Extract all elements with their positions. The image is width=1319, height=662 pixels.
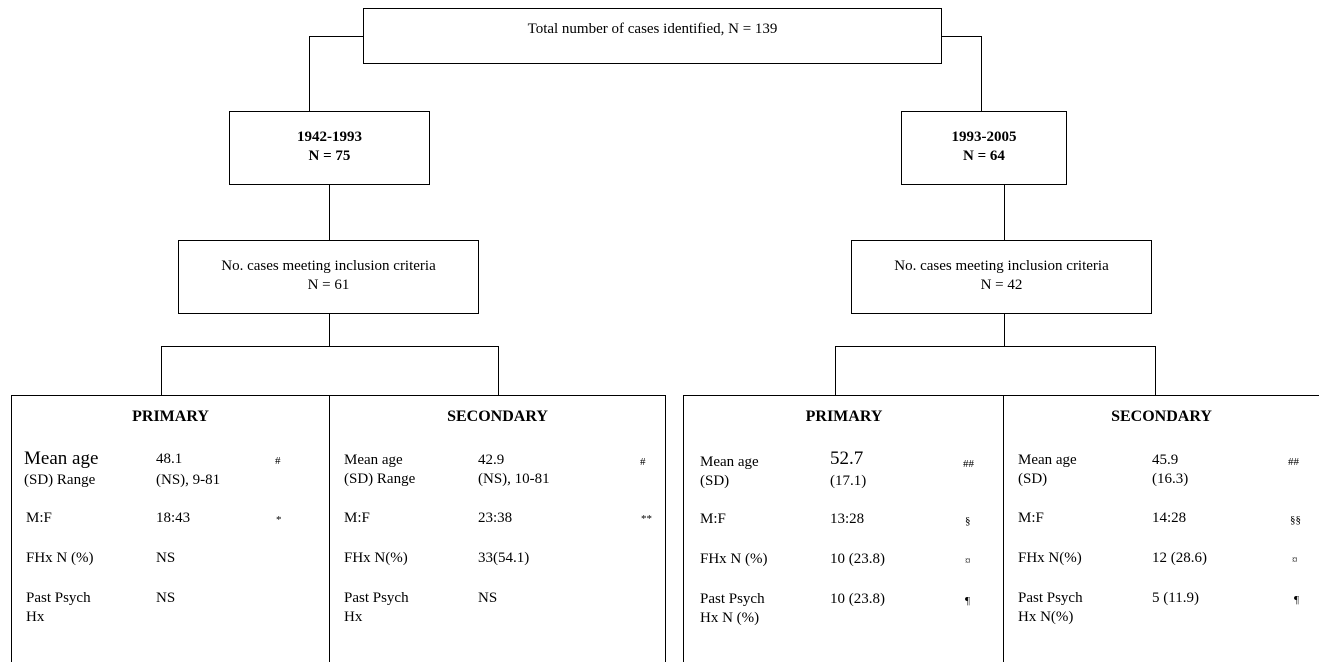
row-symbol: ¤ bbox=[1292, 554, 1298, 566]
connector-incl-left-b bbox=[498, 346, 499, 395]
row-symbol: # bbox=[275, 455, 281, 467]
row-value: 45.9 bbox=[1152, 452, 1179, 468]
total-cases-box: Total number of cases identified, N = 13… bbox=[363, 8, 942, 64]
row-value: (NS), 9-81 bbox=[156, 472, 221, 488]
row-symbol: ¤ bbox=[965, 555, 971, 567]
inclusion-box-right: No. cases meeting inclusion criteria N =… bbox=[851, 240, 1152, 314]
row-label: FHx N(%) bbox=[344, 550, 408, 566]
row-value: 5 (11.9) bbox=[1152, 590, 1199, 606]
connector-period-right bbox=[1004, 185, 1005, 240]
connector-incl-right-b bbox=[1155, 346, 1156, 395]
row-label: M:F bbox=[344, 510, 370, 526]
row-value: 18:43 bbox=[156, 510, 191, 526]
row-label: M:F bbox=[26, 510, 52, 526]
row-label: Mean age bbox=[1018, 452, 1077, 468]
panel-title: SECONDARY bbox=[1111, 408, 1212, 425]
row-label: Mean age bbox=[24, 448, 99, 469]
row-value: NS bbox=[478, 590, 498, 606]
row-value: NS bbox=[156, 590, 176, 606]
period-n-right: N = 64 bbox=[963, 148, 1005, 164]
row-label: Hx bbox=[26, 609, 45, 625]
row-symbol: ## bbox=[963, 458, 974, 470]
row-symbol: §§ bbox=[1290, 514, 1301, 526]
row-symbol: # bbox=[640, 456, 646, 468]
period-years-right: 1993-2005 bbox=[951, 129, 1017, 145]
row-value: (16.3) bbox=[1152, 471, 1189, 487]
panel-primary-late: PRIMARY Mean age (SD) 52.7 (17.1) ## M:F… bbox=[683, 395, 1004, 662]
inclusion-text-left: No. cases meeting inclusion criteria bbox=[221, 258, 436, 274]
row-symbol: ¶ bbox=[1294, 594, 1299, 606]
connector-incl-left-h bbox=[161, 346, 499, 347]
row-label: Mean age bbox=[344, 452, 403, 468]
inclusion-text-right: No. cases meeting inclusion criteria bbox=[894, 258, 1109, 274]
connector-incl-right-h bbox=[835, 346, 1156, 347]
row-value: 14:28 bbox=[1152, 510, 1187, 526]
inclusion-box-left: No. cases meeting inclusion criteria N =… bbox=[178, 240, 479, 314]
connector-top-left-down bbox=[309, 36, 310, 111]
row-label: Past Psych bbox=[1018, 590, 1083, 606]
row-value: 42.9 bbox=[478, 452, 505, 468]
row-label: FHx N (%) bbox=[26, 550, 94, 566]
panel-secondary-early: SECONDARY Mean age (SD) Range 42.9 (NS),… bbox=[329, 395, 666, 662]
period-n-left: N = 75 bbox=[308, 148, 351, 164]
panel-title: SECONDARY bbox=[447, 408, 548, 425]
row-label: M:F bbox=[1018, 510, 1044, 526]
row-label: (SD) Range bbox=[344, 471, 416, 487]
row-label: (SD) bbox=[700, 473, 730, 489]
row-value: (NS), 10-81 bbox=[478, 471, 550, 487]
row-symbol: § bbox=[965, 515, 971, 527]
connector-period-left bbox=[329, 185, 330, 240]
total-cases-text: Total number of cases identified, N = 13… bbox=[527, 21, 778, 37]
connector-incl-right-down bbox=[1004, 314, 1005, 346]
inclusion-n-right: N = 42 bbox=[980, 277, 1023, 293]
row-value: 10 (23.8) bbox=[830, 551, 885, 567]
period-years-left: 1942-1993 bbox=[297, 129, 362, 145]
panel-secondary-late: SECONDARY Mean age (SD) 45.9 (16.3) ## M… bbox=[1003, 395, 1319, 662]
row-value: 33(54.1) bbox=[478, 550, 530, 566]
row-label: Past Psych bbox=[344, 590, 409, 606]
connector-incl-left-a bbox=[161, 346, 162, 395]
row-label: (SD) Range bbox=[24, 472, 96, 488]
row-label: Hx N(%) bbox=[1018, 609, 1074, 625]
row-symbol: ## bbox=[1288, 456, 1299, 468]
row-label: (SD) bbox=[1018, 471, 1048, 487]
connector-top-right-down bbox=[981, 36, 982, 111]
connector-top-right bbox=[942, 36, 982, 37]
row-label: Mean age bbox=[700, 454, 759, 470]
row-label: Hx bbox=[344, 609, 363, 625]
row-value: 10 (23.8) bbox=[830, 591, 885, 607]
row-value: 52.7 bbox=[830, 448, 864, 469]
row-value: 12 (28.6) bbox=[1152, 550, 1207, 566]
period-box-left: 1942-1993 N = 75 bbox=[229, 111, 430, 185]
row-label: M:F bbox=[700, 511, 726, 527]
period-box-right: 1993-2005 N = 64 bbox=[901, 111, 1067, 185]
row-label: Past Psych bbox=[26, 590, 91, 606]
row-value: 23:38 bbox=[478, 510, 513, 526]
panel-primary-early: PRIMARY Mean age (SD) Range 48.1 (NS), 9… bbox=[11, 395, 330, 662]
panel-title: PRIMARY bbox=[132, 408, 209, 425]
inclusion-n-left: N = 61 bbox=[307, 277, 350, 293]
row-value: 48.1 bbox=[156, 451, 183, 467]
row-symbol: * bbox=[276, 514, 282, 526]
row-label: Hx N (%) bbox=[700, 610, 760, 626]
row-label: Past Psych bbox=[700, 591, 765, 607]
row-label: FHx N(%) bbox=[1018, 550, 1082, 566]
row-value: NS bbox=[156, 550, 176, 566]
connector-top-left bbox=[309, 36, 363, 37]
panel-title: PRIMARY bbox=[805, 408, 883, 425]
row-value: (17.1) bbox=[830, 473, 867, 489]
row-label: FHx N (%) bbox=[700, 551, 768, 567]
connector-incl-left-down bbox=[329, 314, 330, 346]
row-symbol: ** bbox=[641, 513, 652, 525]
connector-incl-right-a bbox=[835, 346, 836, 395]
row-value: 13:28 bbox=[830, 511, 865, 527]
row-symbol: ¶ bbox=[965, 595, 970, 607]
